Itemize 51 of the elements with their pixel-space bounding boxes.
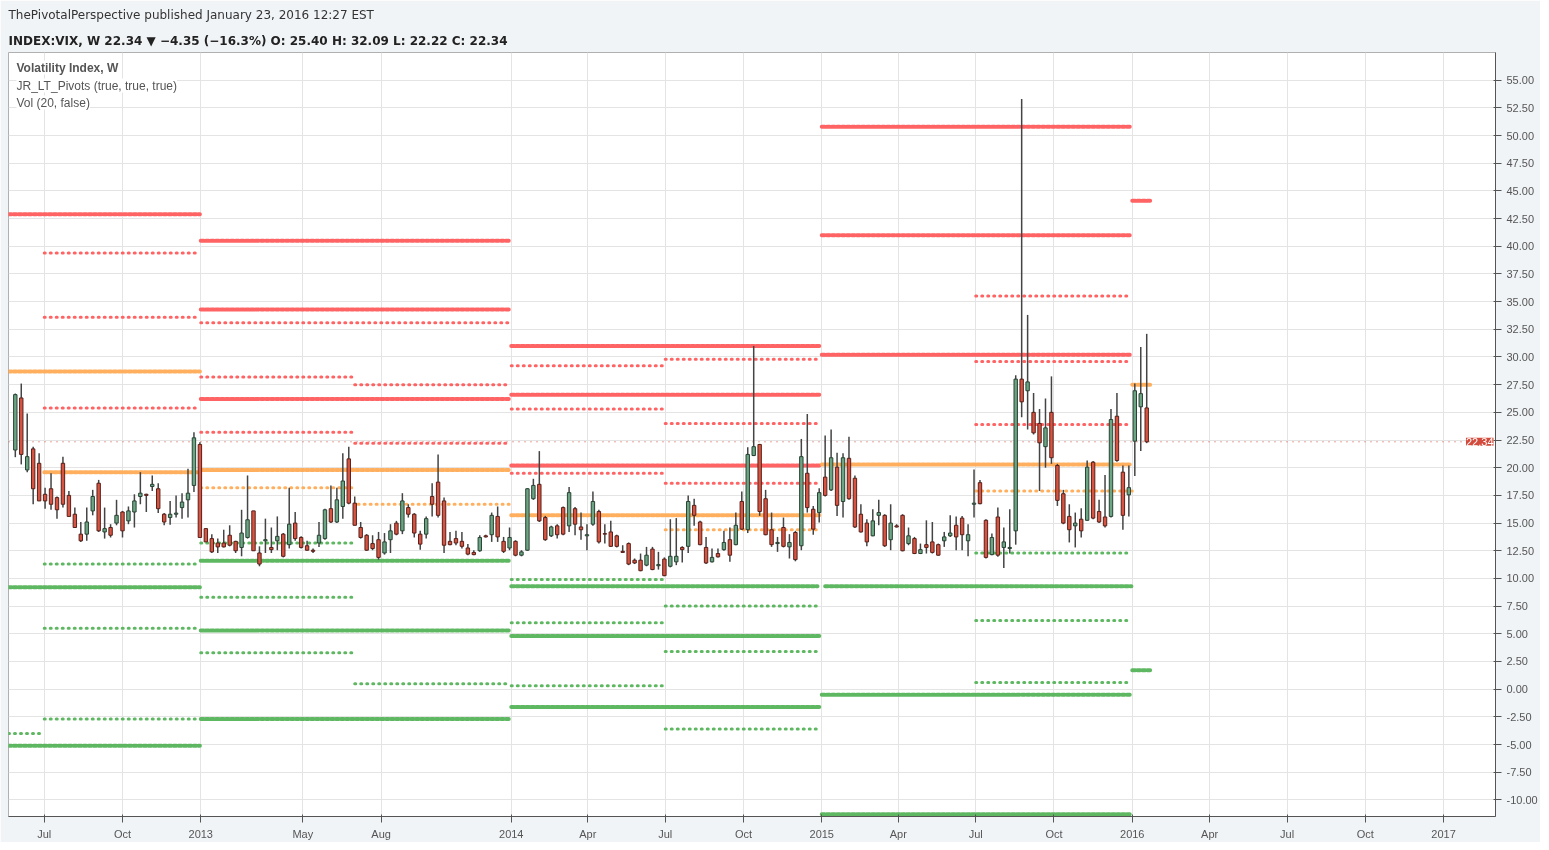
y-tick-label: -7.50 bbox=[1506, 766, 1532, 779]
ref-line-label: 22.34 bbox=[1465, 435, 1494, 448]
y-tick-label: 35.00 bbox=[1506, 295, 1535, 308]
y-tick-label: 17.50 bbox=[1506, 489, 1535, 502]
y-tick-label: -5.00 bbox=[1506, 738, 1532, 751]
y-tick-label: 25.00 bbox=[1506, 406, 1535, 419]
x-tick-label: 2015 bbox=[809, 827, 835, 840]
y-tick-label: 10.00 bbox=[1506, 572, 1535, 585]
y-tick-label: 42.50 bbox=[1506, 212, 1535, 225]
y-tick-label: 32.50 bbox=[1506, 323, 1535, 336]
y-tick-label: 37.50 bbox=[1506, 267, 1535, 280]
y-tick-label: 22.50 bbox=[1506, 434, 1535, 447]
y-tick-label: 20.00 bbox=[1506, 461, 1535, 474]
y-tick-label: 7.50 bbox=[1506, 600, 1528, 613]
y-tick-label: 50.00 bbox=[1506, 129, 1535, 142]
x-tick-label: Jul bbox=[968, 827, 983, 840]
y-tick-label: 45.00 bbox=[1506, 184, 1535, 197]
text: ThePivotalPerspective published January 23, 2016 12:27 EST bbox=[7, 7, 375, 22]
x-tick-label: Jul bbox=[37, 827, 52, 840]
chart-subtitle: INDEX:VIX, W 22.34 ▼ −4.35 (−16.3%) O: 25.40 H: 32.09 L: 22.22 C: 22.34 bbox=[8, 33, 508, 48]
y-tick-label: -2.50 bbox=[1506, 710, 1532, 723]
y-tick-label: 27.50 bbox=[1506, 378, 1535, 391]
y-tick-label: 0.00 bbox=[1506, 683, 1528, 696]
x-tick-label: Jul bbox=[1280, 827, 1295, 840]
annotation: JR_LT_Pivots (true, true, true) bbox=[16, 78, 177, 93]
x-tick-label: Jul bbox=[658, 827, 673, 840]
x-tick-label: Oct bbox=[1356, 827, 1374, 840]
x-tick-label: Oct bbox=[734, 827, 753, 840]
x-tick-label: Apr bbox=[1201, 827, 1219, 840]
x-tick-label: 2014 bbox=[499, 827, 524, 840]
y-tick-label: 40.00 bbox=[1506, 240, 1535, 253]
x-tick-label: Oct bbox=[113, 827, 132, 840]
y-tick-label: 5.00 bbox=[1506, 627, 1528, 640]
x-tick-label: Aug bbox=[371, 827, 391, 840]
y-tick-label: 55.00 bbox=[1506, 74, 1535, 87]
y-tick-label: 12.50 bbox=[1506, 544, 1535, 557]
x-tick-label: 2016 bbox=[1120, 827, 1145, 840]
x-tick-label: Oct bbox=[1045, 827, 1063, 840]
y-tick-label: -10.00 bbox=[1506, 793, 1538, 806]
y-tick-label: 47.50 bbox=[1506, 157, 1535, 170]
x-tick-label: 2017 bbox=[1431, 827, 1456, 840]
x-tick-label: Apr bbox=[579, 827, 597, 840]
annotation: Vol (20, false) bbox=[16, 95, 90, 110]
text: Volatility Index, W bbox=[16, 60, 119, 75]
y-tick-label: 30.00 bbox=[1506, 350, 1535, 363]
x-tick-label: 2013 bbox=[188, 827, 213, 840]
y-tick-label: 15.00 bbox=[1506, 517, 1535, 530]
y-tick-label: 52.50 bbox=[1506, 101, 1535, 114]
x-tick-label: Apr bbox=[889, 827, 908, 840]
y-tick-label: 2.50 bbox=[1506, 655, 1528, 668]
x-tick-label: May bbox=[292, 827, 314, 840]
